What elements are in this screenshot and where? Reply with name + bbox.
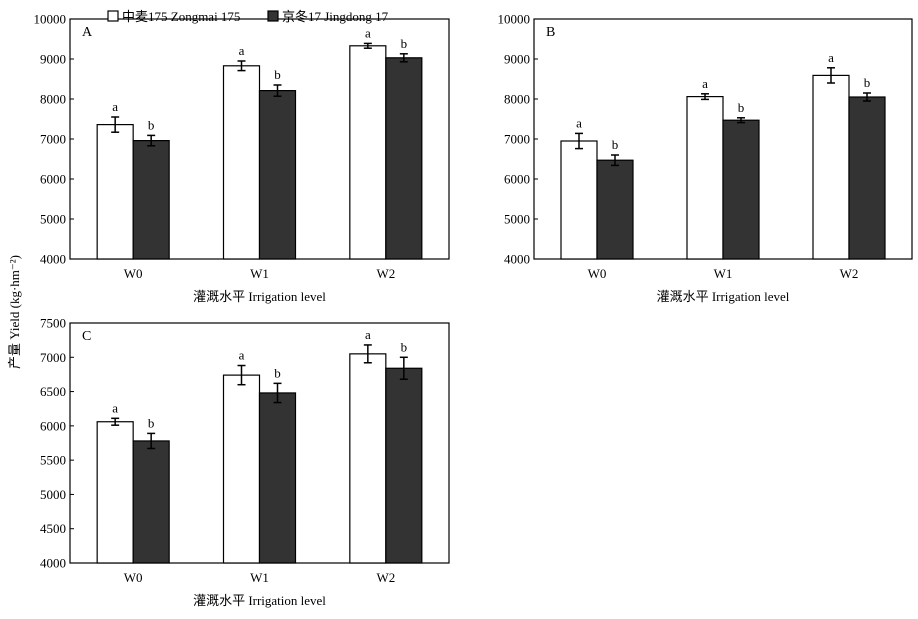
y-tick-label: 7000 (504, 132, 530, 147)
x-axis-title: 灌溉水平 Irrigation level (193, 289, 326, 304)
significance-letter: a (365, 327, 371, 342)
bar (132, 440, 170, 564)
x-tick-label: W1 (250, 570, 269, 585)
significance-letter: b (274, 365, 281, 380)
y-tick-label: 8000 (40, 92, 66, 107)
bar (222, 374, 261, 564)
panel-B: 4000 5000 6000 7000 8000 9000 10000 W0 W1 W2 a a a b b… (498, 12, 913, 304)
significance-letter: b (401, 36, 408, 51)
y-tick-label: 9000 (504, 52, 530, 67)
y-tick-label: 4000 (504, 252, 530, 267)
significance-letter: a (702, 76, 708, 91)
y-axis-title: 产量 Yield (kg·hm⁻²) (7, 255, 22, 369)
y-tick-label: 4000 (40, 252, 66, 267)
y-tick-label: 7000 (40, 132, 66, 147)
significance-letter: b (148, 117, 155, 132)
bar (96, 421, 134, 564)
y-tick-label: 4500 (40, 521, 66, 536)
legend-swatch (107, 10, 119, 22)
y-tick-label: 10000 (34, 12, 67, 27)
y-tick-label: 8000 (504, 92, 530, 107)
x-tick-label: W2 (376, 266, 395, 281)
bar (560, 140, 598, 260)
significance-letter: a (239, 348, 245, 363)
y-tick-label: 5000 (40, 487, 66, 502)
y-tick-label: 7500 (40, 316, 66, 331)
bar (258, 392, 297, 564)
bar (349, 353, 387, 564)
panel-label: A (82, 25, 93, 40)
panel-A: 4000 5000 6000 7000 8000 9000 10000 W0 W1 W2 a a a b b… (34, 12, 450, 304)
y-tick-label: 4000 (40, 556, 66, 571)
bar (596, 159, 634, 260)
panel-label: C (82, 329, 91, 344)
significance-letter: a (112, 99, 118, 114)
panel-label: B (546, 25, 555, 40)
significance-letter: b (401, 339, 408, 354)
bar (349, 45, 387, 260)
significance-letter: b (738, 100, 745, 115)
bar (812, 74, 850, 260)
significance-letter: b (148, 415, 155, 430)
y-tick-label: 10000 (498, 12, 531, 27)
significance-letter: a (112, 400, 118, 415)
y-tick-label: 5000 (40, 212, 66, 227)
bar (848, 96, 886, 260)
y-tick-label: 6000 (40, 172, 66, 187)
bar (132, 140, 170, 260)
legend-swatch (267, 10, 279, 22)
x-tick-label: W0 (124, 570, 143, 585)
significance-letter: b (274, 67, 281, 82)
legend: 中麦175 Zongmai 175 京冬17 Jingdong 17 (107, 9, 389, 24)
x-tick-label: W1 (714, 266, 733, 281)
bar (385, 367, 423, 564)
x-axis-title: 灌溉水平 Irrigation level (193, 593, 326, 608)
bar (385, 57, 423, 260)
y-tick-label: 7000 (40, 350, 66, 365)
x-tick-label: W2 (840, 266, 859, 281)
significance-letter: a (365, 25, 371, 40)
significance-letter: b (612, 137, 619, 152)
significance-letter: a (576, 115, 582, 130)
y-tick-label: 6000 (40, 418, 66, 433)
x-tick-label: W1 (250, 266, 269, 281)
legend-label: 中麦175 Zongmai 175 (122, 9, 240, 24)
x-tick-label: W0 (124, 266, 143, 281)
y-tick-label: 6500 (40, 384, 66, 399)
bar (258, 89, 297, 260)
bar (722, 119, 760, 260)
y-tick-label: 9000 (40, 52, 66, 67)
y-tick-label: 5000 (504, 212, 530, 227)
y-tick-label: 6000 (504, 172, 530, 187)
panel-C: 4000 4500 5000 5500 6000 6500 7000 7500 W0 W1 W2 a a… (40, 316, 450, 608)
x-tick-label: W0 (588, 266, 607, 281)
bar (222, 65, 261, 260)
x-axis-title: 灌溉水平 Irrigation level (657, 289, 790, 304)
y-tick-label: 5500 (40, 453, 66, 468)
x-tick-label: W2 (376, 570, 395, 585)
legend-label: 京冬17 Jingdong 17 (282, 9, 389, 24)
significance-letter: a (828, 50, 834, 65)
bar (96, 123, 134, 260)
significance-letter: b (864, 75, 871, 90)
bar (686, 95, 724, 260)
significance-letter: a (239, 43, 245, 58)
